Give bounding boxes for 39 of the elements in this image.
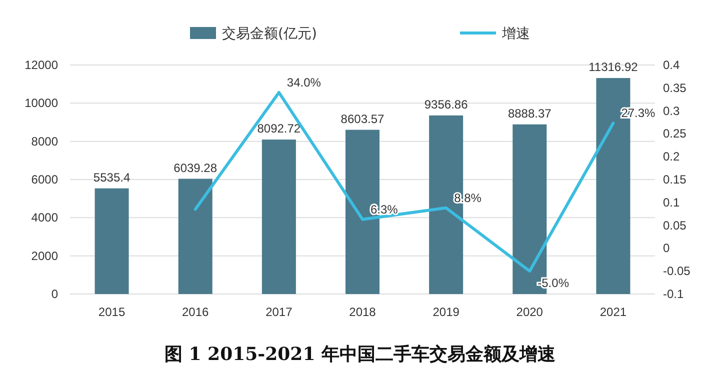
bar <box>262 140 296 294</box>
y2-tick-label: -0.1 <box>663 287 684 301</box>
y-tick-label: 6000 <box>31 172 58 186</box>
data-label: 8603.57 <box>340 112 385 126</box>
x-tick-label: 2020 <box>516 305 544 319</box>
data-label: 11316.92 <box>588 60 638 74</box>
bar <box>178 178 212 294</box>
y-tick-label: 4000 <box>31 210 58 225</box>
y2-tick-label: -0.05 <box>663 264 691 278</box>
y2-tick-label: 0.1 <box>663 195 680 210</box>
y-tick-label: 2000 <box>31 248 58 263</box>
x-tick-label: 2017 <box>266 305 293 319</box>
data-label: 8888.37 <box>508 106 552 120</box>
bar <box>94 188 129 294</box>
y2-tick-label: 0.35 <box>663 80 687 95</box>
x-tick-label: 2019 <box>432 305 460 319</box>
text: 图 1 2015-2021 年中国二手车交易金额及增速 <box>164 344 556 365</box>
x-tick-label: 2016 <box>182 305 210 319</box>
y2-tick-label: 0.25 <box>663 126 687 141</box>
y-tick-label: 12000 <box>24 58 58 72</box>
x-tick-label: 2021 <box>600 305 627 319</box>
y2-tick-label: 0.2 <box>663 150 680 164</box>
x-tick-label: 2015 <box>98 305 126 319</box>
legend-label: 增速 <box>501 26 530 42</box>
y-tick-label: 0 <box>51 287 58 301</box>
data-label: 8092.72 <box>257 122 301 136</box>
data-label: 5535.4 <box>93 170 130 184</box>
y-tick-label: 8000 <box>31 134 58 148</box>
y2-tick-label: 0.05 <box>663 218 687 232</box>
y2-tick-label: 0.3 <box>663 104 680 118</box>
y2-tick-label: 0.15 <box>663 172 687 186</box>
data-label: 6039.28 <box>174 160 218 175</box>
data-label: 34.0% <box>286 75 322 90</box>
data-label: 9356.86 <box>424 97 468 112</box>
y2-tick-label: 0 <box>663 241 670 256</box>
y2-tick-label: 0.4 <box>663 58 680 72</box>
legend-label: 交易金额(亿元) <box>222 26 317 42</box>
x-tick-label: 2018 <box>349 305 376 319</box>
y-tick-label: 10000 <box>24 96 58 110</box>
